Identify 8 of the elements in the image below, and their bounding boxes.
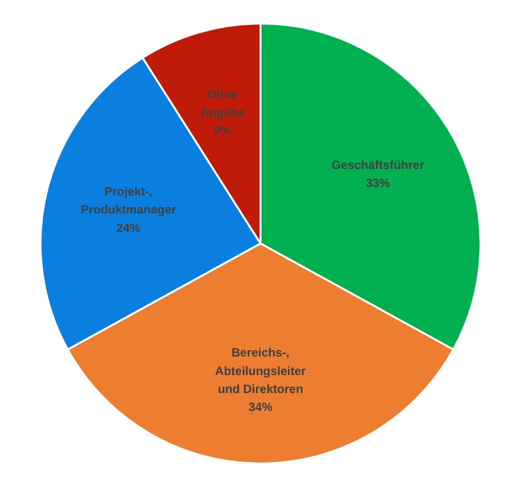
- data-label: 24%: [116, 220, 141, 235]
- data-label: 9%: [214, 124, 232, 138]
- slice-label: Geschäftsführer: [332, 158, 425, 172]
- slice-label: Bereichs-, Abteilungsleiter und Direktoren: [215, 346, 306, 396]
- data-label: 33%: [366, 176, 390, 190]
- data-label: 34%: [248, 400, 273, 414]
- slice-label: Ohne Angabe: [200, 87, 245, 120]
- slice-label: Projekt-, Produktmanager: [80, 184, 176, 217]
